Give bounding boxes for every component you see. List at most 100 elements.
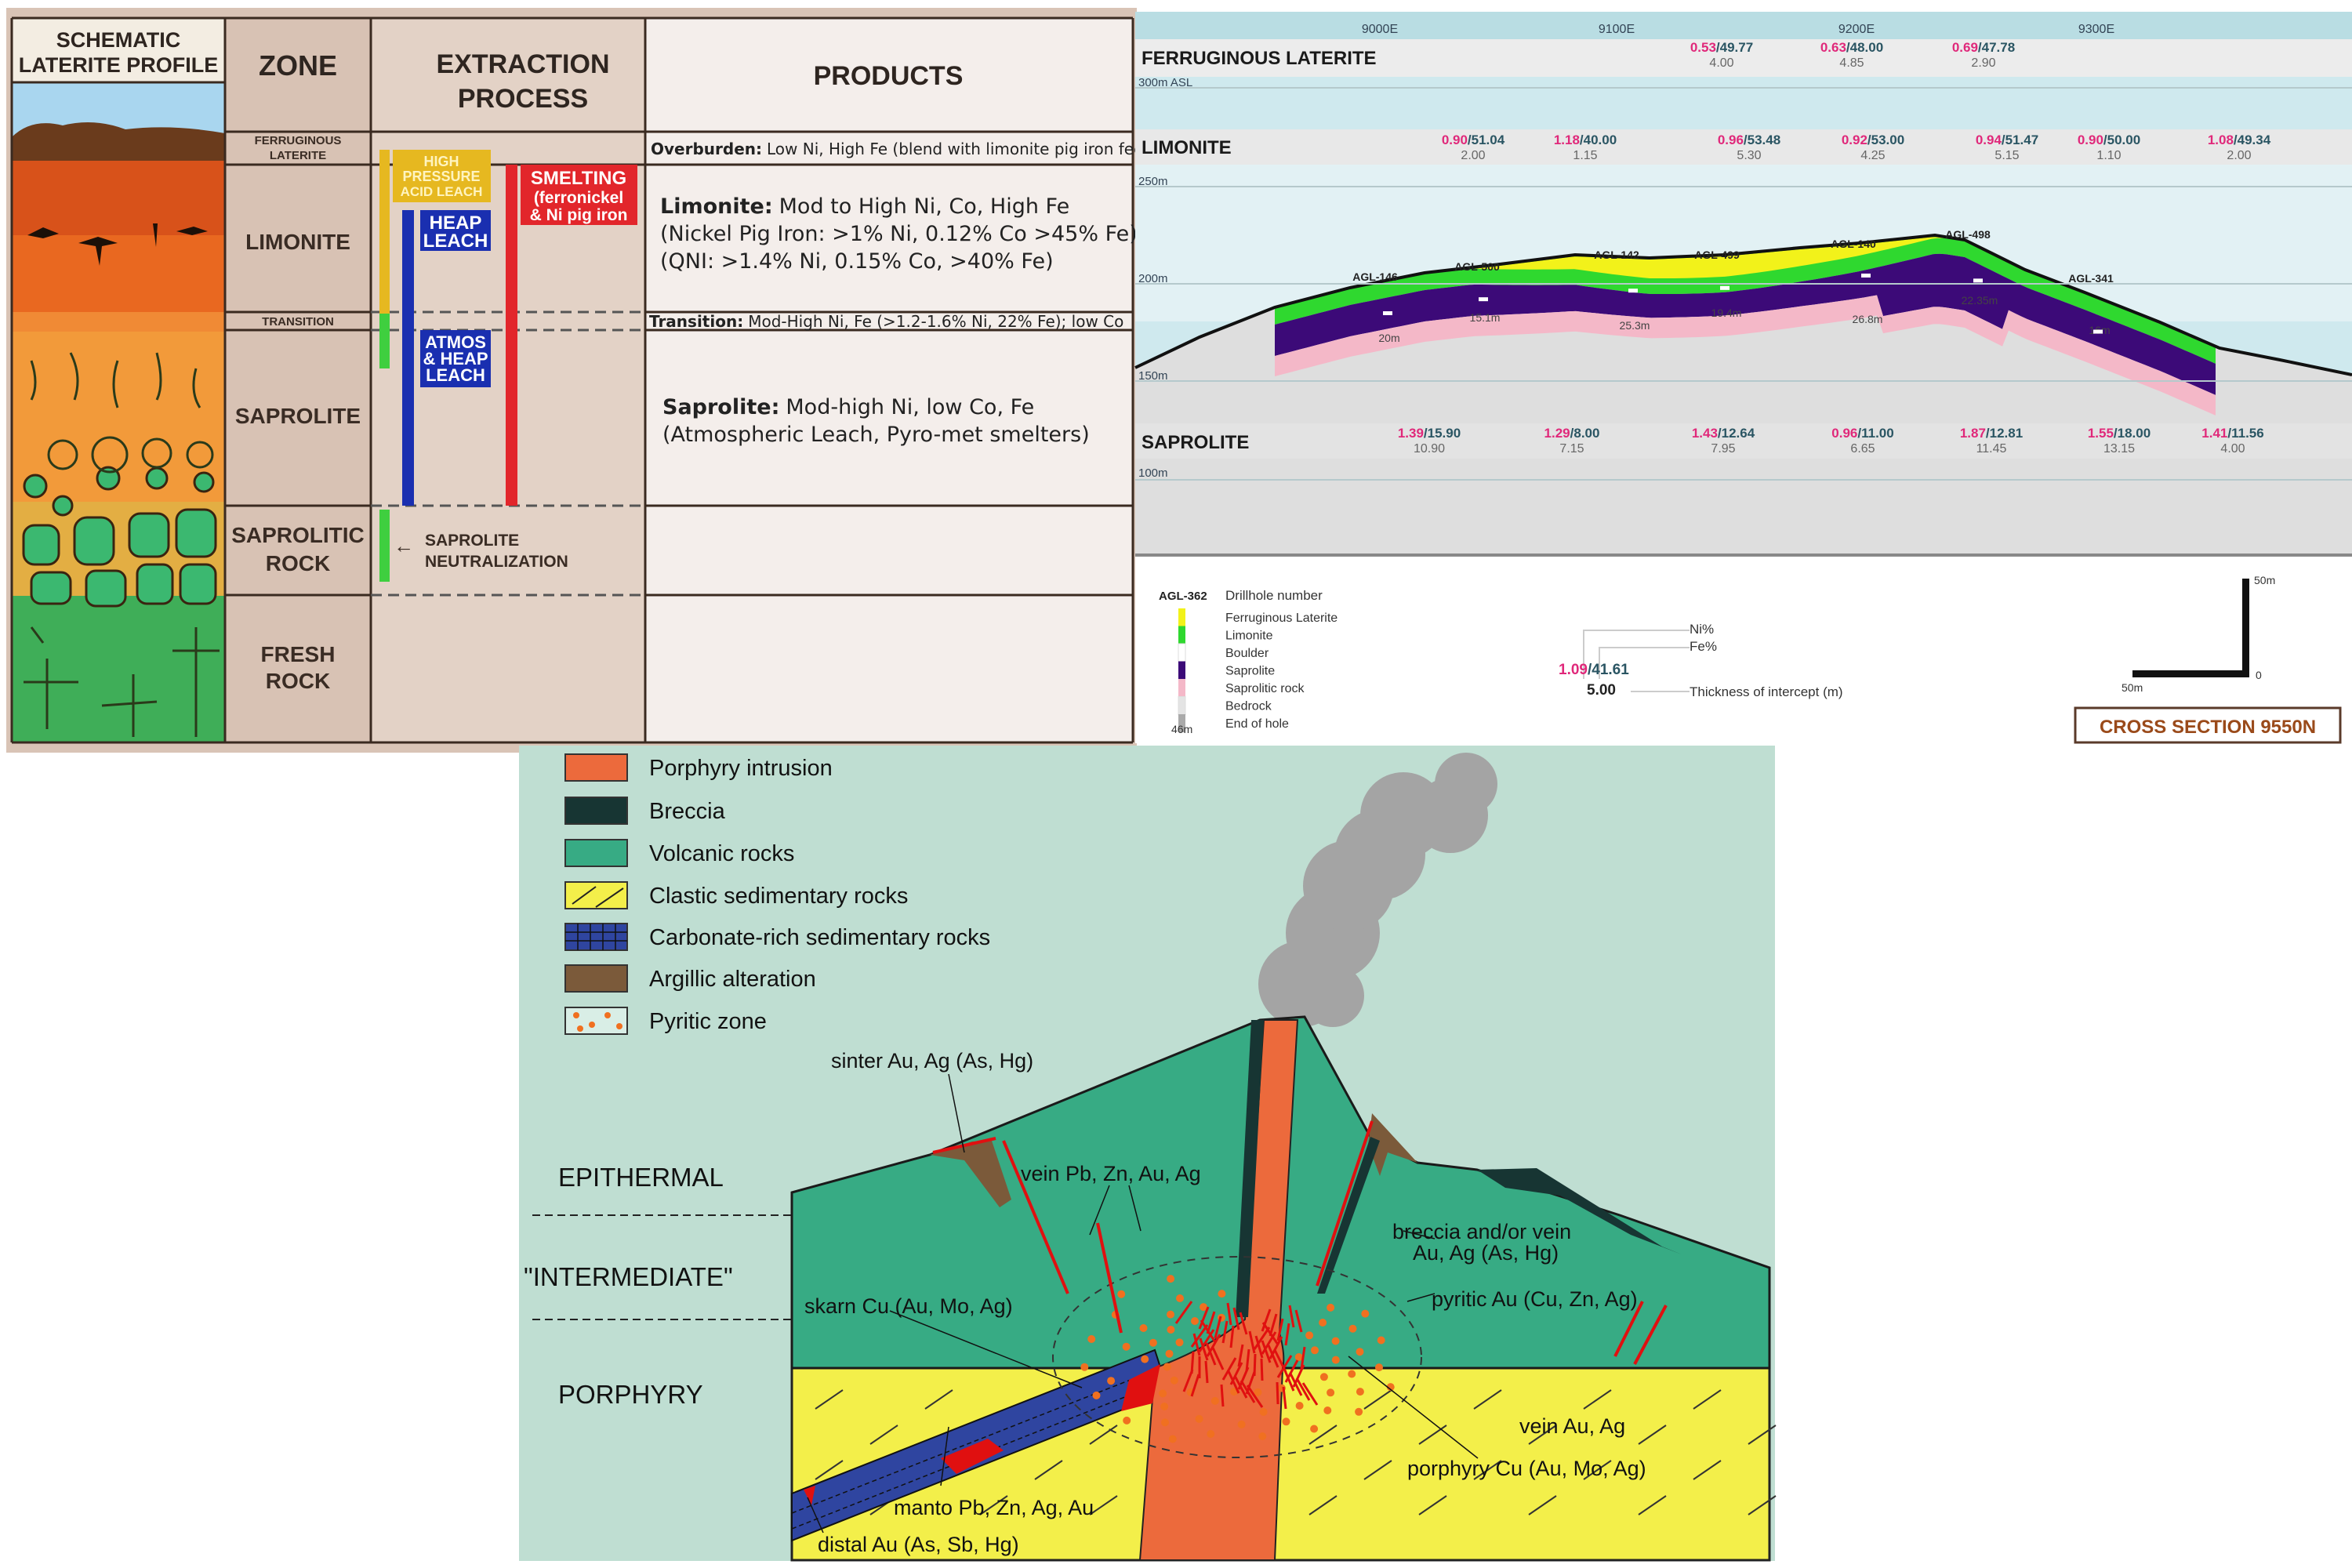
elevation-label: 300m ASL — [1138, 76, 1192, 89]
zone-epithermal: EPITHERMAL — [558, 1163, 724, 1192]
legend-label: Clastic sedimentary rocks — [649, 884, 908, 909]
pyrite-dot — [1323, 1406, 1332, 1414]
laterite-profile-illustration — [12, 82, 225, 742]
intercept-grade: 1.43/12.64 — [1692, 426, 1755, 441]
intercept-thickness: 7.95 — [1711, 442, 1735, 456]
ni-value: 0.94 — [1976, 132, 2002, 147]
legend-item: Pyritic zone — [564, 1007, 767, 1035]
legend-layer-label: Saprolitic rock — [1225, 682, 1305, 695]
intercept-grade: 0.90/50.00 — [2078, 132, 2140, 147]
pyrite-dot — [1355, 1407, 1363, 1416]
easting-labels: 9000E 9100E 9200E 9300E — [1362, 23, 2114, 36]
legend-item: Porphyry intrusion — [564, 753, 833, 782]
hole-depth-label: 25.3m — [1620, 319, 1650, 332]
stockwork-vein — [1248, 1330, 1256, 1354]
saprolite-line2: (Atmospheric Leach, Pyro-met smelters) — [662, 423, 1090, 447]
elevation-label: 150m — [1138, 369, 1168, 383]
breccia-slope — [1477, 1168, 1682, 1254]
hatch-mark — [1363, 1389, 1392, 1410]
pyrite-dot — [1259, 1408, 1268, 1416]
label-pyritic: pyritic Au (Cu, Zn, Ag) — [1432, 1287, 1638, 1311]
hpal-label-line1: HIGH — [424, 154, 459, 169]
smelting-line3: & Ni pig iron — [530, 206, 628, 224]
stockwork-vein — [1174, 1301, 1193, 1324]
intercept-thickness: 4.00 — [1709, 56, 1733, 70]
legend-example-thickness: 5.00 — [1587, 682, 1616, 699]
elevation-gridlines — [1135, 87, 2352, 481]
ni-value: 1.29 — [1544, 426, 1570, 441]
stockwork-vein — [1226, 1302, 1232, 1326]
drillhole-label: AGL-499 — [1694, 249, 1740, 261]
annotation-leaders — [807, 1073, 1479, 1534]
hatch-mark — [1748, 1425, 1777, 1445]
legend-item: Volcanic rocks — [564, 839, 794, 867]
stockwork-vein — [1282, 1386, 1287, 1410]
legend-item: Carbonate-rich sedimentary rocks — [564, 923, 990, 951]
legend-label: Breccia — [649, 799, 726, 824]
legend-layer-swatch — [1178, 679, 1185, 697]
atmos-heap-leach-box — [420, 330, 491, 387]
hatch-mark — [1418, 1425, 1447, 1445]
legend-layer-swatch — [1178, 661, 1185, 680]
legend-layer-swatch — [1178, 643, 1186, 662]
intercept-grade: 0.53/49.77 — [1690, 40, 1753, 55]
ni-value: 0.69 — [1952, 40, 1978, 55]
pyrite-dot — [1123, 1416, 1131, 1425]
saprolitic-rock-layer — [1275, 295, 2216, 416]
neutralization-arrow-icon: ← — [394, 534, 414, 557]
atmos-line2: & HEAP — [423, 349, 488, 368]
intercept-thickness: 2.90 — [1971, 56, 1995, 70]
legend-layer-label: End of hole — [1225, 717, 1289, 731]
stockwork-vein — [1267, 1345, 1279, 1368]
legend-drillhole-label: Drillhole number — [1225, 588, 1323, 603]
scale-horizontal-label: 50m — [2122, 681, 2143, 694]
label-porphyry-cu: porphyry Cu (Au, Mo, Ag) — [1407, 1457, 1646, 1480]
legend-label: Volcanic rocks — [649, 841, 794, 866]
row-label-saprolite: SAPROLITE — [1142, 432, 1249, 453]
argillic-alteration-left — [930, 1141, 1011, 1207]
fe-value: /40.00 — [1580, 132, 1617, 147]
legend-thickness-label: Thickness of intercept (m) — [1690, 684, 1843, 699]
pyrite-dot — [1167, 1326, 1175, 1334]
label-breccia-vein-line1: breccia and/or vein — [1392, 1220, 1571, 1243]
pyrite-dot — [1310, 1425, 1319, 1433]
legend-swatch — [564, 964, 628, 993]
ni-value: 1.39 — [1398, 426, 1424, 441]
pyrite-dot — [1331, 1337, 1340, 1345]
neutralization-bar — [379, 510, 390, 582]
stockwork-vein — [1276, 1355, 1293, 1378]
fe-value: /49.77 — [1716, 40, 1753, 55]
pyrite-dot — [1258, 1432, 1267, 1440]
extraction-bars — [379, 150, 637, 582]
porphyry-model-panel: EPITHERMAL "INTERMEDIATE" PORPHYRY sinte… — [519, 746, 1777, 1562]
legend-end-depth: 46m — [1171, 723, 1192, 735]
label-vein-au: vein Au, Ag — [1519, 1414, 1625, 1438]
zone-header: ZONE — [259, 49, 337, 82]
atmos-line1: ATMOS — [425, 332, 486, 352]
stockwork-vein — [1288, 1305, 1295, 1328]
label-vein-pb: vein Pb, Zn, Au, Ag — [1021, 1162, 1201, 1185]
stockwork-vein — [1204, 1360, 1209, 1384]
pyrite-dot — [1331, 1356, 1340, 1364]
pyrite-dot — [1087, 1335, 1096, 1343]
ni-value: 1.08 — [2208, 132, 2234, 147]
legend-swatch — [564, 881, 628, 909]
intercept-grade: 0.69/47.78 — [1952, 40, 2015, 55]
intercept-grade: 0.90/51.04 — [1442, 132, 1505, 147]
pyrite-dot — [1139, 1324, 1148, 1332]
pyrite-dot — [1319, 1319, 1327, 1327]
elevation-label: 100m — [1138, 466, 1168, 480]
legend-swatch — [564, 1007, 628, 1035]
intercept-thickness: 2.00 — [2227, 149, 2251, 162]
stockwork-vein — [1246, 1385, 1264, 1408]
scale-vertical-label: 50m — [2254, 574, 2275, 586]
fe-value: /15.90 — [1424, 426, 1461, 441]
row-label-ferruginous: FERRUGINOUS LATERITE — [1142, 48, 1377, 69]
pyrite-dot — [1237, 1420, 1246, 1428]
extraction-header-line1: EXTRACTION — [437, 49, 610, 79]
pyrite-dot — [1170, 1376, 1178, 1385]
legend-label: Carbonate-rich sedimentary rocks — [649, 925, 990, 950]
label-manto: manto Pb, Zn, Ag, Au — [894, 1496, 1094, 1519]
intercept-thickness: 1.10 — [2096, 149, 2121, 162]
